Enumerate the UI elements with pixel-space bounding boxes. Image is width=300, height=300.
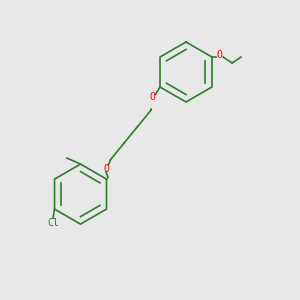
Text: Cl: Cl bbox=[47, 218, 59, 228]
Text: O: O bbox=[150, 92, 155, 103]
Text: O: O bbox=[217, 50, 222, 61]
Text: O: O bbox=[103, 164, 109, 174]
